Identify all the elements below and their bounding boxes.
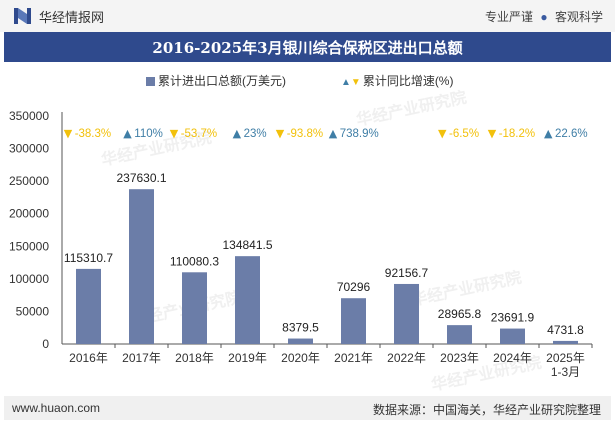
growth-up-icon: ▲ [233,127,242,140]
x-tick-label: 2025年 [546,351,585,365]
legend-bar-label: 累计进出口总额(万美元) [158,74,286,88]
legend-growth-label: 累计同比增速(%) [362,74,454,88]
tagline-right: 客观科学 [554,10,603,24]
x-tick-label: 2023年 [440,351,479,365]
y-tick-label: 300000 [9,142,49,156]
y-tick-label: 250000 [9,174,49,188]
footer-source: 数据来源：中国海关，华经产业研究院整理 [372,403,601,417]
growth-down-icon: ▼ [64,127,73,140]
growth-up-icon: ▲ [329,127,338,140]
growth-value-label: 738.9% [340,128,379,140]
growth-value-label: -6.5% [449,128,479,140]
bar [288,338,313,344]
bar-swatch-icon [146,77,155,86]
tagline-left: 专业严谨 [485,10,534,24]
growth-up-icon: ▲ [123,127,132,140]
x-tick-label: 2018年 [175,351,214,365]
x-tick-label: 2020年 [281,351,320,365]
bar [341,298,366,344]
bar [129,189,154,344]
bar-value-label: 23691.9 [491,311,535,325]
bar-value-label: 8379.5 [282,321,319,335]
y-tick-label: 50000 [16,304,50,318]
bar-value-label: 92156.7 [385,266,429,280]
x-tick-label: 2016年 [69,351,108,365]
triangle-up-icon: ▲ [341,77,351,88]
triangle-down-icon: ▼ [350,77,361,88]
x-tick-label: 2019年 [228,351,267,365]
tagline: 专业严谨 ● 客观科学 [485,8,603,25]
footer-website-link[interactable]: www.huaon.com [12,401,101,415]
huajing-logo-icon [14,8,31,24]
y-tick-label: 100000 [9,272,49,286]
chart-title: 2016-2025年3月银川综合保税区进出口总额 [152,39,463,57]
chart-area: 0 50000 100000 150000 200000 250000 300000 3500… [9,109,593,379]
legend-item-bar: 累计进出口总额(万美元) [146,72,286,89]
growth-value-label: -38.3% [75,128,111,140]
growth-value-label: -53.7% [181,128,217,140]
bar-value-label: 28965.8 [438,307,482,321]
x-tick-label: 2021年 [334,351,373,365]
chart-legend: 累计进出口总额(万美元) ▲▼ 累计同比增速(%) [0,72,615,90]
growth-value-label: -93.8% [287,128,323,140]
growth-up-icon: ▲ [544,127,553,140]
growth-down-icon: ▼ [276,127,285,140]
y-tick-label: 350000 [9,109,49,123]
brand-name: 华经情报网 [39,10,105,25]
growth-value-label: -18.2% [499,128,535,140]
x-tick-label: 1-3月 [551,365,580,379]
top-bar: 华经情报网 专业严谨 ● 客观科学 [0,0,615,32]
growth-down-icon: ▼ [488,127,497,140]
separator-dot-icon: ● [540,10,548,24]
bar [235,256,260,344]
bar [500,328,525,344]
growth-value-label: 23% [244,128,267,140]
bar-value-label: 237630.1 [116,171,166,185]
legend-item-growth: ▲▼ 累计同比增速(%) [341,72,453,89]
y-tick-label: 150000 [9,239,49,253]
bar-value-label: 4731.8 [547,323,584,337]
title-bar: 2016-2025年3月银川综合保税区进出口总额 [4,32,611,62]
growth-down-icon: ▼ [438,127,447,140]
footer-bar: www.huaon.com 数据来源：中国海关，华经产业研究院整理 [4,396,611,420]
bar-value-label: 134841.5 [222,238,272,252]
y-tick-label: 200000 [9,207,49,221]
bar [394,283,419,344]
growth-value-label: 22.6% [555,128,588,140]
bar [182,272,207,344]
x-tick-label: 2017年 [122,351,161,365]
bar [553,340,578,344]
growth-down-icon: ▼ [170,127,179,140]
y-tick-label: 0 [42,337,49,351]
x-tick-label: 2024年 [493,351,532,365]
x-tick-label: 2022年 [387,351,426,365]
bar-value-label: 115310.7 [64,251,113,265]
bar-value-label: 110080.3 [170,254,219,268]
bar [447,325,472,344]
bar-value-label: 70296 [337,280,371,294]
growth-value-label: 110% [134,128,163,140]
bar [76,268,101,344]
